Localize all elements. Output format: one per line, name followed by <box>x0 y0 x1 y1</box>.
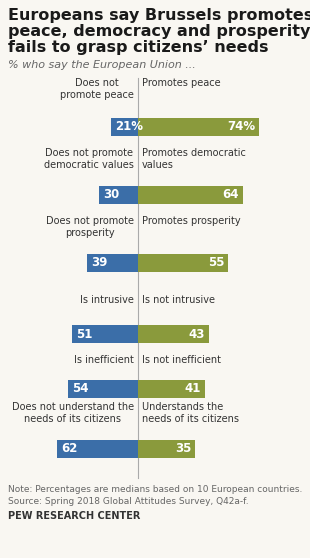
Text: 64: 64 <box>223 189 239 201</box>
Text: 74%: 74% <box>227 121 255 133</box>
Text: Is not intrusive: Is not intrusive <box>142 295 215 305</box>
Text: PEW RESEARCH CENTER: PEW RESEARCH CENTER <box>8 511 140 521</box>
Bar <box>72 325 138 343</box>
Bar <box>138 380 205 398</box>
Text: 43: 43 <box>188 328 205 340</box>
Text: peace, democracy and prosperity, but: peace, democracy and prosperity, but <box>8 24 310 39</box>
Bar <box>99 186 138 204</box>
Text: 21%: 21% <box>115 121 143 133</box>
Bar <box>138 254 228 272</box>
Text: Promotes peace: Promotes peace <box>142 78 221 88</box>
Text: 39: 39 <box>91 257 108 270</box>
Text: % who say the European Union ...: % who say the European Union ... <box>8 60 196 70</box>
Text: fails to grasp citizens’ needs: fails to grasp citizens’ needs <box>8 40 268 55</box>
Text: Is intrusive: Is intrusive <box>80 295 134 305</box>
Bar <box>68 380 138 398</box>
Bar <box>138 186 243 204</box>
Text: 30: 30 <box>103 189 119 201</box>
Text: 55: 55 <box>208 257 224 270</box>
Text: 41: 41 <box>185 382 201 396</box>
Text: Is inefficient: Is inefficient <box>74 355 134 365</box>
Text: Does not promote
democratic values: Does not promote democratic values <box>44 148 134 170</box>
Text: Note: Percentages are medians based on 10 European countries.
Source: Spring 201: Note: Percentages are medians based on 1… <box>8 485 302 506</box>
Text: Understands the
needs of its citizens: Understands the needs of its citizens <box>142 402 239 425</box>
Text: Does not promote
prosperity: Does not promote prosperity <box>46 216 134 238</box>
Text: 62: 62 <box>61 442 78 455</box>
Text: Does not
promote peace: Does not promote peace <box>60 78 134 100</box>
Text: Europeans say Brussels promotes: Europeans say Brussels promotes <box>8 8 310 23</box>
Bar <box>57 440 138 458</box>
Bar <box>138 325 209 343</box>
Bar <box>87 254 138 272</box>
Bar <box>111 118 138 136</box>
Text: Promotes prosperity: Promotes prosperity <box>142 216 241 226</box>
Bar <box>138 440 195 458</box>
Text: 35: 35 <box>175 442 191 455</box>
Text: 54: 54 <box>72 382 88 396</box>
Text: 51: 51 <box>76 328 92 340</box>
Bar <box>138 118 259 136</box>
Text: Is not inefficient: Is not inefficient <box>142 355 221 365</box>
Text: Promotes democratic
values: Promotes democratic values <box>142 148 246 170</box>
Text: Does not understand the
needs of its citizens: Does not understand the needs of its cit… <box>12 402 134 425</box>
